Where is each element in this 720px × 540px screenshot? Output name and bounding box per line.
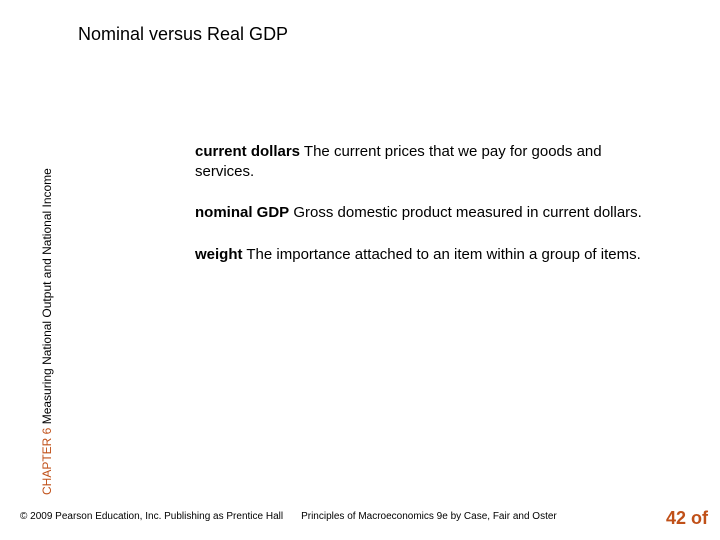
- footer: © 2009 Pearson Education, Inc. Publishin…: [20, 511, 700, 522]
- footer-book: Principles of Macroeconomics 9e by Case,…: [301, 511, 557, 522]
- chapter-number: CHAPTER 6: [40, 428, 54, 495]
- slide-title: Nominal versus Real GDP: [78, 24, 288, 45]
- definition-term: weight: [195, 246, 243, 263]
- definition-item: nominal GDP Gross domestic product measu…: [195, 203, 655, 223]
- chapter-title-text: Measuring National Output and National I…: [40, 168, 54, 424]
- definition-text: Gross domestic product measured in curre…: [289, 204, 642, 221]
- footer-copyright: © 2009 Pearson Education, Inc. Publishin…: [20, 511, 283, 522]
- page-number-value: 42: [666, 508, 686, 528]
- definition-item: current dollars The current prices that …: [195, 142, 655, 181]
- definition-item: weight The importance attached to an ite…: [195, 245, 655, 265]
- definition-term: nominal GDP: [195, 204, 289, 221]
- definition-term: current dollars: [195, 143, 300, 160]
- definition-text: The importance attached to an item withi…: [243, 246, 641, 263]
- page-of-label: of: [691, 508, 708, 528]
- definitions-area: current dollars The current prices that …: [195, 142, 655, 286]
- chapter-sidebar-label: CHAPTER 6 Measuring National Output and …: [40, 168, 54, 495]
- page-number: 42 of: [666, 509, 708, 528]
